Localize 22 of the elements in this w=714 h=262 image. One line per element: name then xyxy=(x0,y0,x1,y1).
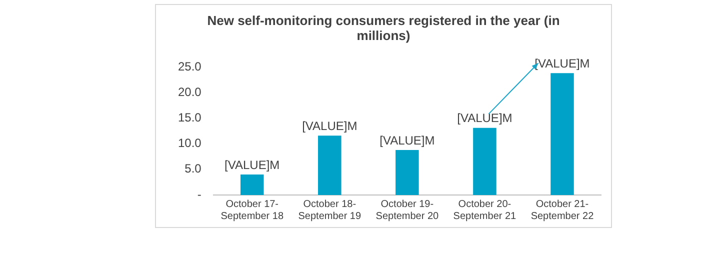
bar xyxy=(240,174,264,195)
y-tick-label: 20.0 xyxy=(178,84,202,99)
chart-title: New self-monitoring consumers registered in the year (in millions) xyxy=(206,13,561,43)
y-tick-label: - xyxy=(197,187,202,202)
data-label: [VALUE]M xyxy=(224,158,280,172)
x-tick-label: October 20- September 21 xyxy=(453,198,517,222)
x-tick-label: October 18- September 19 xyxy=(298,198,362,222)
data-label: [VALUE]M xyxy=(380,133,435,148)
data-label: [VALUE]M xyxy=(534,56,590,70)
bar xyxy=(318,136,342,195)
data-label: [VALUE]M xyxy=(457,111,512,126)
y-tick-label: 25.0 xyxy=(178,59,202,74)
y-tick-label: 15.0 xyxy=(178,110,202,125)
bar xyxy=(396,150,419,195)
y-tick-label: 5.0 xyxy=(184,162,202,176)
y-tick-label: 10.0 xyxy=(178,136,202,150)
bar xyxy=(550,73,574,195)
bar xyxy=(473,128,496,195)
x-tick-label: October 19- September 20 xyxy=(376,198,440,222)
x-tick-label: October 21- September 22 xyxy=(530,198,594,222)
data-label: [VALUE]M xyxy=(302,118,358,133)
x-tick-label: October 17- September 18 xyxy=(220,198,284,222)
